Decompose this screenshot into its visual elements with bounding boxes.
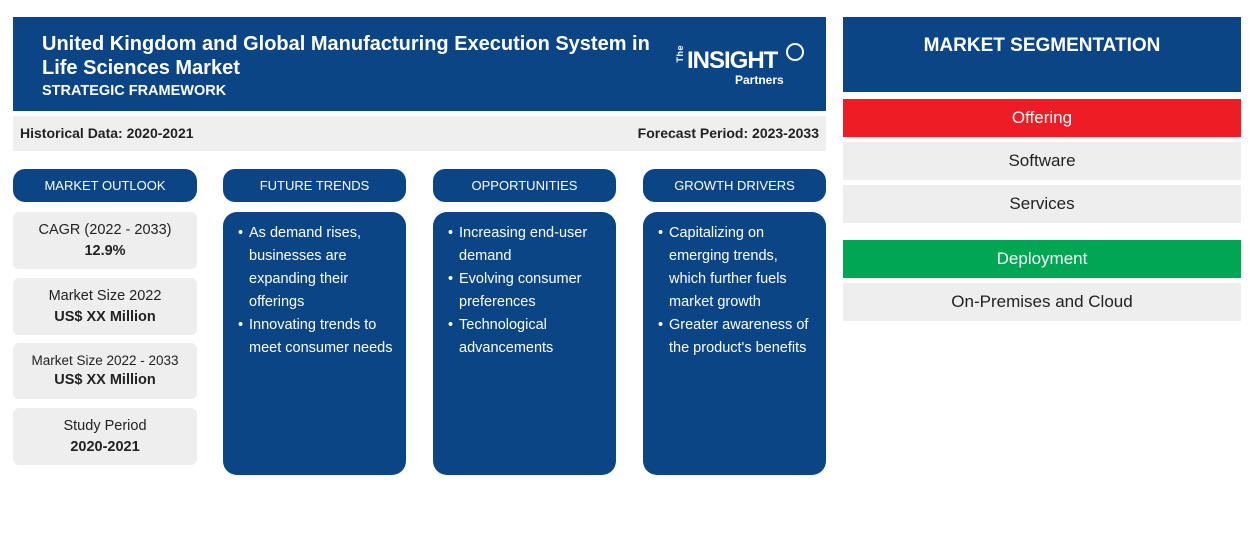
future-trends-panel: As demand rises, businesses are expandin… [223,212,406,475]
period-bar: Historical Data: 2020-2021 Forecast Peri… [13,116,826,151]
outlook-label: CAGR (2022 - 2033) [38,222,172,238]
logo-ring-icon [786,43,804,61]
segment-offering-header: Offering [843,99,1241,137]
outlook-label: Market Size 2022 [48,288,162,304]
growth-drivers-header: GROWTH DRIVERS [643,169,826,202]
list-item: Greater awareness of the product's benef… [658,314,816,360]
segment-item-services: Services [843,185,1241,223]
outlook-value: 2020-2021 [70,439,140,455]
insight-partners-logo: The INSIGHT Partners [673,43,813,93]
forecast-period: Forecast Period: 2023-2033 [637,125,819,141]
list-item: Capitalizing on emerging trends, which f… [658,222,816,314]
logo-the: The [675,45,685,63]
historical-data: Historical Data: 2020-2021 [20,125,194,141]
segmentation-title: MARKET SEGMENTATION [843,17,1241,92]
outlook-study-period: Study Period 2020-2021 [13,408,197,465]
growth-drivers-panel: Capitalizing on emerging trends, which f… [643,212,826,475]
header-banner: United Kingdom and Global Manufacturing … [13,17,826,111]
page-subtitle: STRATEGIC FRAMEWORK [42,83,227,99]
market-outlook-header: MARKET OUTLOOK [13,169,197,202]
future-trends-header: FUTURE TRENDS [223,169,406,202]
logo-partners: Partners [735,73,784,87]
outlook-label: Market Size 2022 - 2033 [31,353,179,368]
list-item: Increasing end-user demand [448,222,606,268]
segment-item-on-premises-cloud: On-Premises and Cloud [843,283,1241,321]
outlook-label: Study Period [63,418,147,434]
list-item: Technological advancements [448,314,606,360]
opportunities-header: OPPORTUNITIES [433,169,616,202]
segment-deployment-header: Deployment [843,240,1241,278]
outlook-value: 12.9% [84,243,126,259]
outlook-value: US$ XX Million [54,309,156,325]
list-item: Innovating trends to meet consumer needs [238,314,396,360]
logo-insight: INSIGHT [687,47,778,74]
outlook-market-size-range: Market Size 2022 - 2033 US$ XX Million [13,343,197,399]
list-item: As demand rises, businesses are expandin… [238,222,396,314]
segment-item-software: Software [843,142,1241,180]
outlook-cagr: CAGR (2022 - 2033) 12.9% [13,212,197,269]
opportunities-panel: Increasing end-user demand Evolving cons… [433,212,616,475]
outlook-value: US$ XX Million [54,372,156,388]
outlook-market-size-2022: Market Size 2022 US$ XX Million [13,278,197,335]
list-item: Evolving consumer preferences [448,268,606,314]
page-title: United Kingdom and Global Manufacturing … [42,33,650,79]
